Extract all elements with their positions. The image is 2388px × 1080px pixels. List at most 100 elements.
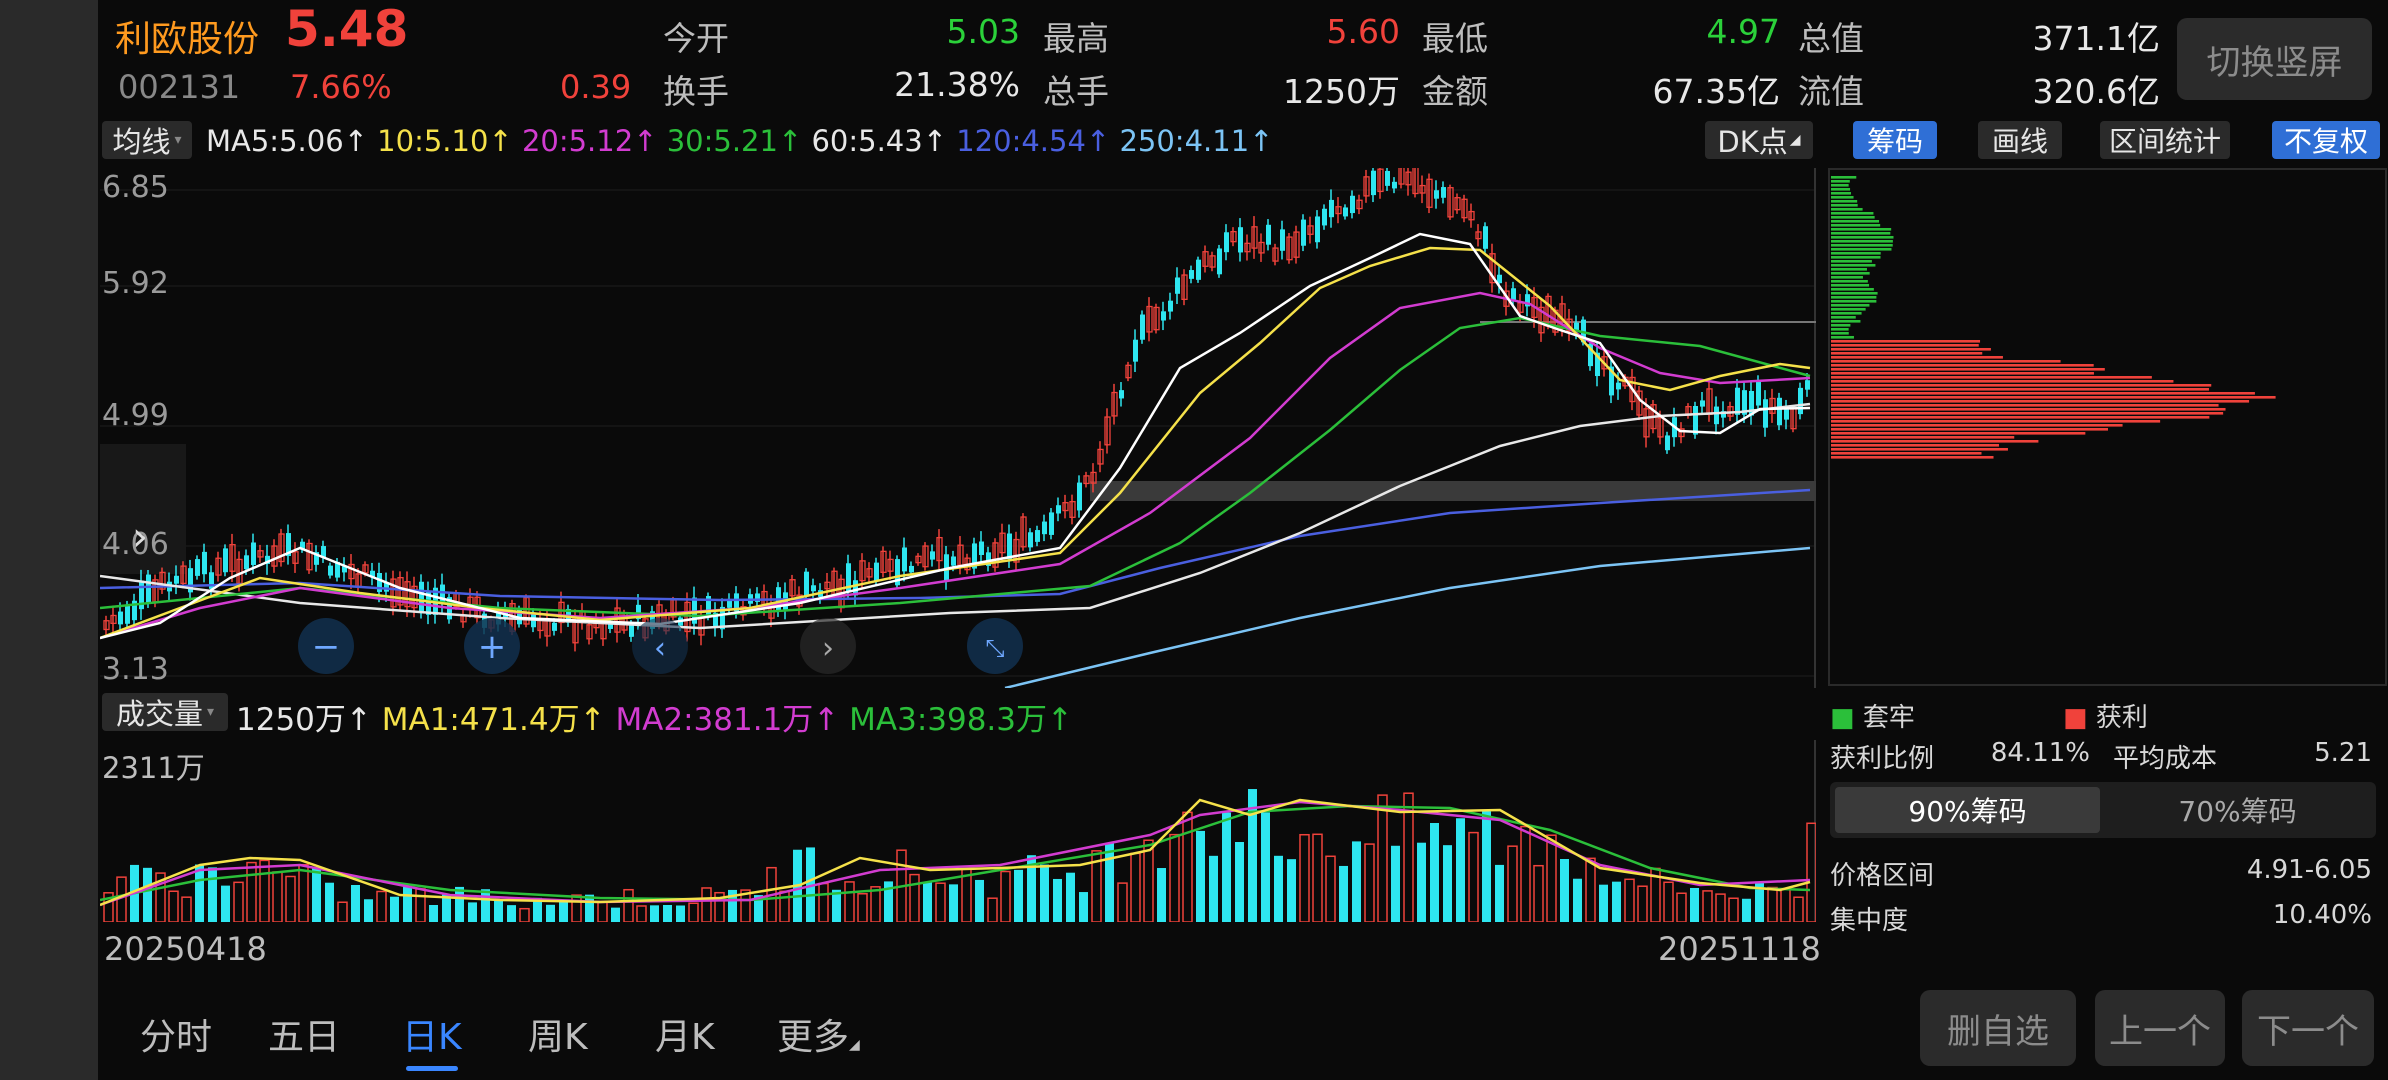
volume-bar: [1690, 887, 1699, 922]
nav-five-day[interactable]: 五日: [268, 1017, 341, 1058]
nav-daily-k[interactable]: 日K: [402, 1017, 462, 1058]
shrink-icon: ⤡: [985, 634, 1004, 662]
candle-body: [1538, 306, 1545, 334]
candle-body: [1798, 387, 1803, 415]
ma30-value: 30:5.21↑: [666, 124, 803, 158]
volume-bar: [728, 889, 737, 922]
scroll-right-button[interactable]: [800, 618, 856, 674]
candle-body: [1714, 406, 1719, 425]
candle-body: [1083, 475, 1090, 485]
volume-bar: [390, 896, 399, 922]
switch-portrait-button[interactable]: 切换竖屏: [2177, 18, 2372, 100]
candle-body: [1077, 482, 1082, 511]
collapse-tab[interactable]: [100, 444, 186, 574]
volume-bar: [1209, 855, 1218, 922]
candle-body: [1700, 400, 1705, 407]
ma-selector-label: 均线: [112, 125, 171, 159]
candle-body: [1497, 274, 1502, 284]
candle-body: [811, 585, 816, 592]
candle-body: [1643, 408, 1650, 438]
ma-selector[interactable]: 均线 ▾: [102, 121, 192, 159]
nav-more[interactable]: 更多◢: [777, 1008, 860, 1060]
nav-weekly-k[interactable]: 周K: [528, 1017, 588, 1058]
volume-bar: [1040, 864, 1049, 922]
chip-bar: [1831, 432, 2086, 435]
tab-draw-line[interactable]: 画线: [1978, 121, 2062, 159]
candle-body: [1146, 305, 1153, 333]
remove-favorite-button[interactable]: 删自选: [1920, 990, 2076, 1066]
avg-cost-value: 5.21: [2314, 738, 2372, 768]
dropdown-icon: ▾: [206, 704, 215, 720]
candle-body: [1356, 199, 1363, 210]
nav-monthly-k[interactable]: 月K: [655, 1017, 715, 1058]
zoom-in-button[interactable]: [464, 618, 520, 674]
volume-bar: [1053, 878, 1062, 922]
volume-bar: [1507, 845, 1518, 922]
volume-bar: [481, 889, 490, 922]
candle-body: [1447, 187, 1454, 218]
dropdown-icon: ▾: [174, 132, 182, 148]
chip-bar: [1831, 188, 1851, 191]
tab-90-chips[interactable]: 90%筹码: [1835, 787, 2100, 833]
chip-distribution-chart: [1828, 168, 2387, 686]
kline-chart[interactable]: − + ‹ › ⤡: [100, 168, 1816, 688]
candle-body: [1007, 533, 1012, 559]
volume-bar: [1000, 870, 1011, 922]
next-button[interactable]: 下一个: [2242, 990, 2374, 1066]
volume-bar: [546, 904, 555, 922]
tab-chips[interactable]: 筹码: [1853, 121, 1937, 159]
candle-body: [110, 614, 117, 625]
candle-body: [608, 620, 613, 629]
chip-bar: [1831, 212, 1874, 215]
stat-value-volume: 1250万: [1283, 72, 1400, 111]
candle-body: [1315, 216, 1320, 243]
volume-bar: [1456, 818, 1465, 922]
candle-body: [251, 542, 256, 565]
candle-body: [992, 542, 999, 568]
chip-bar: [1831, 340, 1981, 343]
volume-bar: [1443, 845, 1452, 922]
candle-body: [1153, 306, 1160, 331]
candle-body: [195, 559, 200, 576]
candle-body: [1238, 227, 1243, 253]
chip-bar: [1831, 176, 1857, 179]
candle-body: [223, 548, 228, 573]
volume-ma1: MA1:471.4万↑: [381, 702, 606, 738]
candle-body: [229, 543, 236, 572]
candle-body: [103, 620, 110, 631]
legend-loss-label: 套牢: [1862, 703, 1915, 733]
volume-ma2: MA2:381.1万↑: [615, 702, 840, 738]
dk-point-button[interactable]: DK点 ◢: [1705, 121, 1813, 159]
ma120-value: 120:4.54↑: [956, 124, 1111, 158]
stock-price: 5.48: [285, 0, 409, 58]
volume-bar: [688, 902, 699, 922]
volume-bar: [1702, 890, 1713, 922]
volume-bar: [1417, 842, 1426, 922]
candle-body: [1454, 197, 1461, 211]
volume-bar: [1742, 898, 1751, 922]
expand-chevron-icon[interactable]: ›: [132, 514, 148, 560]
volume-bar: [1339, 865, 1348, 922]
chip-bar: [1831, 180, 1850, 183]
volume-bar: [1364, 843, 1375, 922]
profit-ratio-value: 84.11%: [1990, 738, 2090, 768]
volume-chart[interactable]: [100, 740, 1816, 922]
corner-triangle-icon: ◢: [849, 1037, 860, 1053]
volume-bar: [1728, 897, 1739, 922]
tab-no-adjust[interactable]: 不复权: [2272, 121, 2380, 159]
volume-bar: [870, 886, 881, 922]
previous-button[interactable]: 上一个: [2095, 990, 2225, 1066]
nav-intraday[interactable]: 分时: [140, 1017, 213, 1058]
shrink-button[interactable]: [967, 618, 1023, 674]
zoom-out-button[interactable]: [298, 618, 354, 674]
chip-bar: [1831, 360, 2061, 363]
tab-70-chips[interactable]: 70%筹码: [2178, 795, 2297, 828]
tab-range-stats[interactable]: 区间统计: [2100, 121, 2230, 159]
vol-ma2-line: [100, 800, 1811, 907]
stat-value-amount: 67.35亿: [1652, 72, 1780, 111]
volume-bar: [1546, 834, 1557, 922]
ma20-value: 20:5.12↑: [521, 124, 658, 158]
scroll-left-button[interactable]: [632, 618, 688, 674]
kline-bg: [100, 168, 1816, 688]
volume-selector[interactable]: 成交量 ▾: [102, 693, 228, 731]
